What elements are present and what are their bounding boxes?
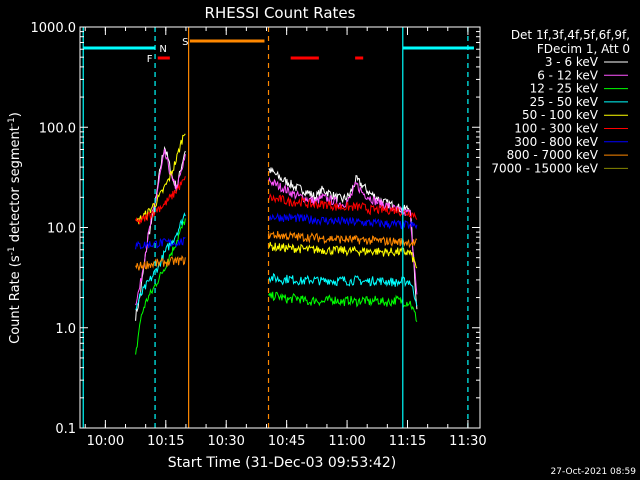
legend-label-1: 6 - 12 keV bbox=[537, 68, 599, 82]
y-axis-label: Count Rate (s-1 detector segment-1) bbox=[7, 112, 23, 344]
y-label-sup1: -1 bbox=[7, 246, 17, 255]
series-6-segment-1 bbox=[268, 212, 418, 230]
series-5-segment-1 bbox=[268, 193, 418, 220]
series-2 bbox=[135, 218, 418, 355]
legend-label-8: 7000 - 15000 keV bbox=[491, 161, 598, 175]
series-3-segment-1 bbox=[268, 272, 418, 307]
y-label-end: ) bbox=[8, 112, 23, 117]
series-6 bbox=[135, 212, 418, 250]
series-3 bbox=[135, 212, 418, 310]
x-tick-label-5: 11:15 bbox=[389, 434, 426, 449]
x-tick-label-0: 10:00 bbox=[87, 434, 124, 449]
legend-header-0: Det 1f,3f,4f,5f,6f,9f, bbox=[511, 28, 630, 42]
y-tick-label-3: 1.0 bbox=[55, 322, 76, 337]
legend-label-4: 50 - 100 keV bbox=[522, 108, 599, 122]
series-4 bbox=[135, 133, 418, 269]
axes: FN S 10:00 10:15 10:30 10:45 11:00 11:15 11:30 10… bbox=[31, 21, 487, 449]
x-tick-label-2: 10:30 bbox=[207, 434, 244, 449]
series-7-segment-0 bbox=[135, 255, 186, 271]
legend-label-5: 100 - 300 keV bbox=[514, 122, 598, 136]
legend-label-0: 3 - 6 keV bbox=[545, 55, 599, 69]
x-tick-label-1: 10:15 bbox=[147, 434, 184, 449]
series-5 bbox=[135, 176, 418, 225]
series-5-segment-0 bbox=[135, 176, 186, 225]
legend-label-3: 25 - 50 keV bbox=[530, 95, 599, 109]
flag-label-s: S bbox=[182, 37, 188, 48]
y-tick-label-4: 0.1 bbox=[55, 422, 76, 437]
plot-frame bbox=[79, 26, 481, 429]
y-tick-label-2: 10.0 bbox=[47, 222, 76, 237]
x-tick-label-6: 11:30 bbox=[449, 434, 486, 449]
series-4-segment-0 bbox=[135, 133, 186, 225]
y-label-main: Count Rate (s bbox=[8, 255, 23, 344]
flag-label-n: N bbox=[159, 44, 166, 55]
y-tick-label-1: 100.0 bbox=[39, 121, 76, 136]
legend: Det 1f,3f,4f,5f,6f,9f,FDecim 1, Att 03 -… bbox=[491, 28, 630, 175]
series-6-segment-0 bbox=[135, 236, 186, 250]
series-3-segment-0 bbox=[135, 212, 186, 310]
legend-label-6: 300 - 800 keV bbox=[514, 135, 598, 149]
x-tick-label-4: 11:00 bbox=[328, 434, 365, 449]
y-label-sup2: -1 bbox=[7, 117, 17, 126]
chart-title: RHESSI Count Rates bbox=[205, 4, 356, 22]
x-tick-label-3: 10:45 bbox=[268, 434, 305, 449]
series-2-segment-0 bbox=[135, 218, 186, 355]
y-label-rest: detector segment bbox=[8, 126, 23, 246]
y-tick-label-0: 1000.0 bbox=[31, 21, 77, 36]
plot-area bbox=[82, 27, 474, 428]
series-1-segment-0 bbox=[135, 148, 186, 306]
series-2-segment-1 bbox=[268, 291, 418, 323]
x-axis-label: Start Time (31-Dec-03 09:53:42) bbox=[168, 455, 396, 471]
flag-label-f: F bbox=[147, 54, 153, 65]
timestamp: 27-Oct-2021 08:59 bbox=[551, 467, 637, 477]
legend-header-1: FDecim 1, Att 0 bbox=[537, 42, 630, 56]
series-4-segment-1 bbox=[268, 241, 418, 269]
series-0-segment-1 bbox=[268, 167, 418, 310]
series-7-segment-1 bbox=[268, 230, 418, 249]
legend-label-2: 12 - 25 keV bbox=[530, 82, 599, 96]
series-7 bbox=[135, 230, 418, 271]
legend-label-7: 800 - 7000 keV bbox=[507, 148, 599, 162]
